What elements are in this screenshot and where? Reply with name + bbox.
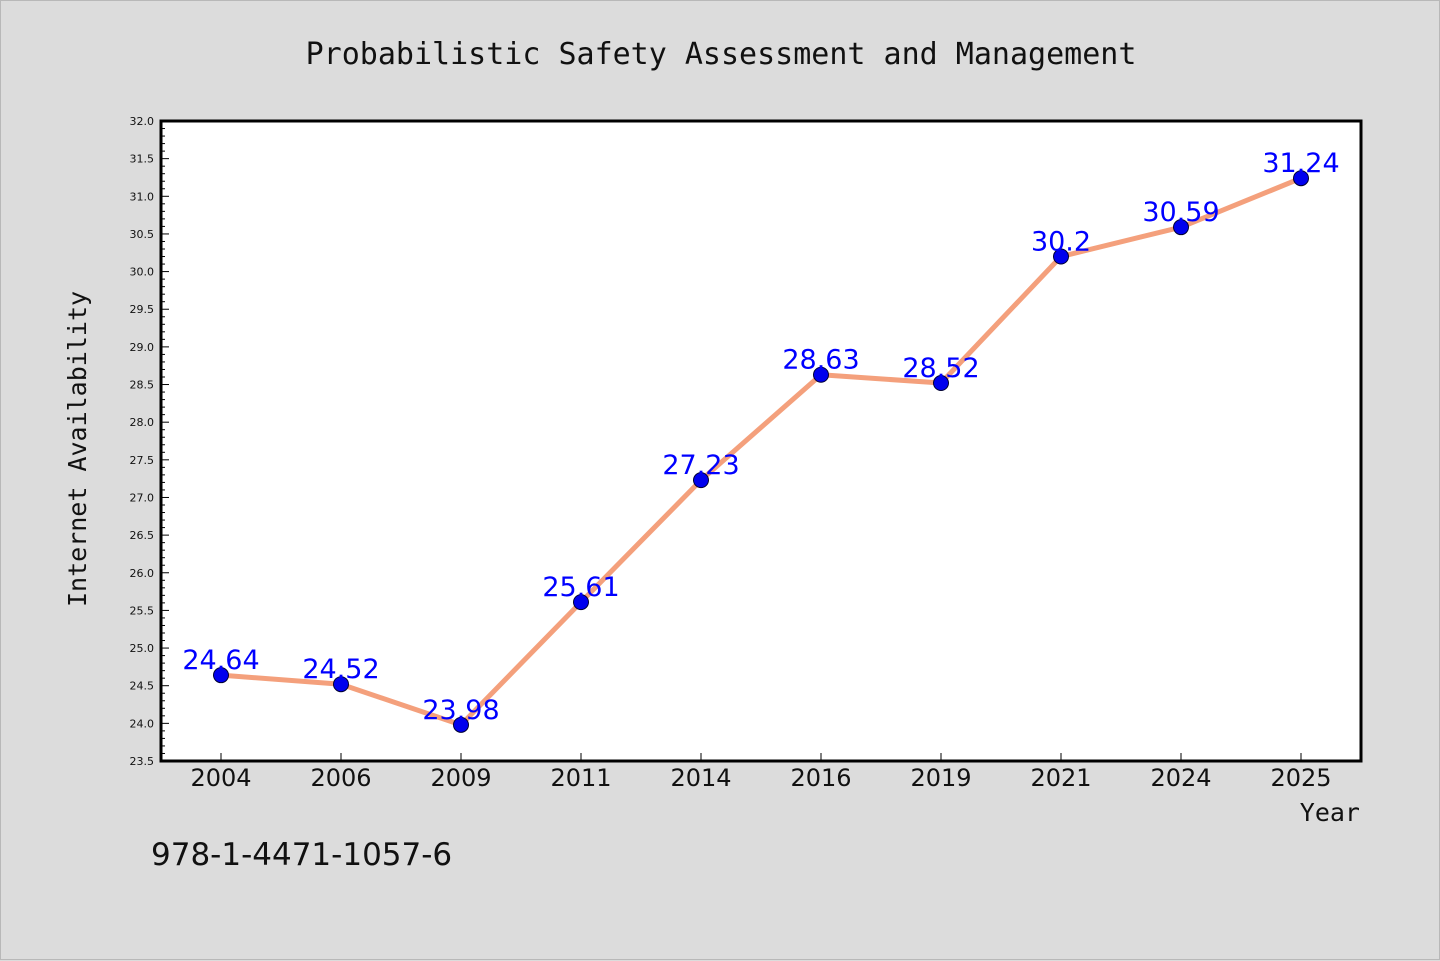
data-point <box>1173 219 1189 236</box>
x-tick-label: 2004 <box>190 764 251 792</box>
y-tick-label: 29.5 <box>130 303 155 316</box>
footer-isbn-text: 978-1-4471-1057-6 <box>151 837 452 873</box>
y-tick-label: 24.5 <box>130 680 155 693</box>
series-line <box>218 175 1304 728</box>
data-point <box>573 594 589 611</box>
x-tick-label: 2014 <box>670 764 731 792</box>
data-point <box>1053 248 1069 265</box>
y-tick-label: 30.5 <box>130 228 155 241</box>
series-layer: 24.64 24.52 23.98 25.61 27.23 28.63 28.52 30.2 3… <box>182 148 1340 733</box>
data-label: 24.64 <box>182 645 259 676</box>
data-label: 24.52 <box>302 654 379 685</box>
plot-border <box>159 119 1363 763</box>
y-axis-label: Internet Availability <box>63 291 92 607</box>
data-label: 30.2 <box>1031 227 1091 258</box>
y-tick-label: 32.0 <box>130 115 155 128</box>
y-tick-label: 27.0 <box>130 491 155 504</box>
y-tick-label: 27.5 <box>130 454 155 467</box>
y-tick-label: 30.0 <box>130 266 155 279</box>
y-tick-label: 28.5 <box>130 379 155 392</box>
data-label: 31.24 <box>1262 148 1339 179</box>
data-point <box>213 667 229 684</box>
x-tick-label: 2009 <box>430 764 491 792</box>
data-label: 28.63 <box>782 345 859 376</box>
x-tick-label: 2011 <box>550 764 611 792</box>
x-axis: 2004 2006 2009 2011 2014 2016 2019 2021 2024 2025 <box>190 753 1332 792</box>
chart-title: Probabilistic Safety Assessment and Mana… <box>306 37 1137 72</box>
y-tick-label: 24.0 <box>130 717 155 730</box>
y-tick-label: 31.0 <box>130 190 155 203</box>
data-point <box>693 472 709 489</box>
data-label: 27.23 <box>662 450 739 481</box>
y-tick-label: 28.0 <box>130 416 155 429</box>
x-tick-label: 2019 <box>910 764 971 792</box>
x-tick-label: 2024 <box>1150 764 1211 792</box>
data-point <box>813 366 829 383</box>
data-label: 30.59 <box>1142 197 1219 228</box>
plot-area <box>161 121 1361 761</box>
x-axis-label: Year <box>1300 798 1360 827</box>
y-tick-label: 25.5 <box>130 604 155 617</box>
data-point <box>333 676 349 693</box>
y-tick-label: 23.5 <box>130 755 155 768</box>
y-tick-label: 26.5 <box>130 529 155 542</box>
data-point <box>1293 170 1309 187</box>
y-tick-label: 31.5 <box>130 153 155 166</box>
y-tick-label: 25.0 <box>130 642 155 655</box>
data-point <box>453 716 469 733</box>
data-point <box>933 375 949 392</box>
y-tick-label: 29.0 <box>130 341 155 354</box>
data-label: 25.61 <box>542 572 619 603</box>
x-tick-label: 2006 <box>310 764 371 792</box>
data-label: 28.52 <box>902 353 979 384</box>
x-tick-label: 2025 <box>1270 764 1331 792</box>
y-axis: 23.5 24.0 24.5 25.0 25.5 26.0 26.5 27.0 27.5 28.0… <box>130 115 169 768</box>
x-tick-label: 2016 <box>790 764 851 792</box>
data-label: 23.98 <box>422 695 499 726</box>
y-tick-label: 26.0 <box>130 567 155 580</box>
x-tick-label: 2021 <box>1030 764 1091 792</box>
